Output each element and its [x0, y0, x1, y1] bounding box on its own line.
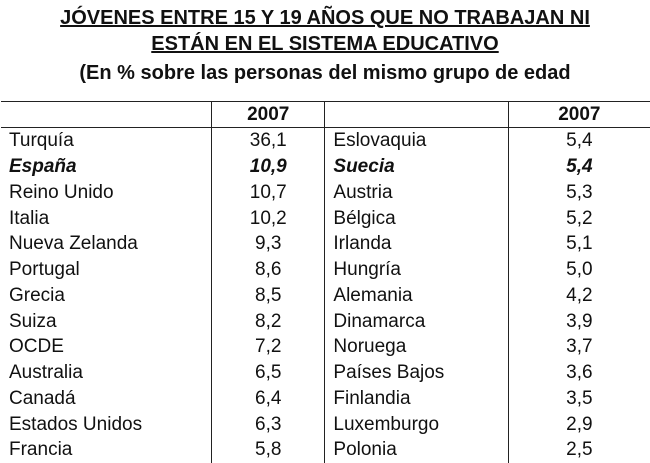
country-right: Hungría	[324, 256, 509, 283]
table-row: Turquía 36,1 Eslovaquia 5,4	[1, 127, 650, 154]
table-body: Turquía 36,1 Eslovaquia 5,4 España 10,9 Suecia…	[1, 127, 650, 463]
country-left: OCDE	[1, 334, 213, 360]
value-right: 3,6	[507, 359, 650, 386]
table-row: Italia 10,2 Bélgica 5,2	[1, 205, 650, 231]
table-header-row: 2007 2007	[1, 101, 650, 128]
table-row: Grecia 8,5 Alemania 4,2	[1, 282, 650, 309]
country-left: Francia	[1, 437, 213, 463]
country-left: Turquía	[1, 127, 213, 154]
value-right: 3,7	[507, 334, 650, 360]
value-left: 8,6	[211, 256, 326, 283]
country-left: Australia	[1, 359, 213, 386]
country-right: Bélgica	[324, 205, 509, 231]
table-row: Portugal 8,6 Hungría 5,0	[1, 256, 650, 283]
country-left: Italia	[1, 205, 213, 231]
value-left: 9,3	[211, 231, 326, 257]
value-left: 10,2	[211, 205, 326, 231]
header-year-right: 2007	[507, 101, 650, 128]
country-left: Reino Unido	[1, 179, 213, 206]
value-left: 10,9	[211, 153, 326, 180]
title-line-2: ESTÁN EN EL SISTEMA EDUCATIVO	[151, 33, 499, 55]
country-left: Canadá	[1, 385, 213, 412]
value-left: 8,5	[211, 282, 326, 309]
country-right: Austria	[324, 179, 509, 206]
value-right: 5,4	[507, 153, 650, 180]
country-left: Nueva Zelanda	[1, 231, 213, 257]
country-right: Irlanda	[324, 231, 509, 257]
country-left: Grecia	[1, 282, 213, 309]
country-right: Noruega	[324, 334, 509, 360]
table-row: Reino Unido 10,7 Austria 5,3	[1, 179, 650, 206]
header-country-right	[324, 101, 509, 128]
value-right: 3,5	[507, 385, 650, 412]
country-right: Dinamarca	[324, 308, 509, 334]
country-left: Estados Unidos	[1, 411, 213, 437]
youth-neet-table: 2007 2007 Turquía 36,1 Eslovaquia 5,4 España…	[1, 101, 650, 463]
country-right: Polonia	[324, 437, 509, 463]
header-year-left: 2007	[211, 101, 326, 128]
value-left: 6,5	[211, 359, 326, 386]
value-left: 10,7	[211, 179, 326, 206]
country-right: Luxemburgo	[324, 411, 509, 437]
country-left: España	[1, 153, 213, 180]
value-right: 5,3	[507, 179, 650, 206]
country-right: Países Bajos	[324, 359, 509, 386]
value-right: 2,9	[507, 411, 650, 437]
header-country-left	[1, 101, 213, 128]
value-right: 5,1	[507, 231, 650, 257]
country-left: Portugal	[1, 256, 213, 283]
table-row: Australia 6,5 Países Bajos 3,6	[1, 359, 650, 386]
table-row: Estados Unidos 6,3 Luxemburgo 2,9	[1, 411, 650, 437]
value-right: 3,9	[507, 308, 650, 334]
value-left: 6,3	[211, 411, 326, 437]
value-right: 2,5	[507, 437, 650, 463]
subtitle: (En % sobre las personas del mismo grupo…	[79, 62, 571, 84]
value-left: 7,2	[211, 334, 326, 360]
value-left: 5,8	[211, 437, 326, 463]
country-right: Eslovaquia	[324, 127, 509, 154]
table-row: Suiza 8,2 Dinamarca 3,9	[1, 308, 650, 334]
table-row: Francia 5,8 Polonia 2,5	[1, 437, 650, 463]
value-right: 5,0	[507, 256, 650, 283]
table-row: Canadá 6,4 Finlandia 3,5	[1, 385, 650, 412]
country-right: Finlandia	[324, 385, 509, 412]
country-right: Alemania	[324, 282, 509, 309]
value-right: 4,2	[507, 282, 650, 309]
value-right: 5,2	[507, 205, 650, 231]
table-row: España 10,9 Suecia 5,4	[1, 153, 650, 180]
country-left: Suiza	[1, 308, 213, 334]
value-left: 8,2	[211, 308, 326, 334]
title-line-1: JÓVENES ENTRE 15 Y 19 AÑOS QUE NO TRABAJ…	[60, 7, 590, 29]
value-left: 36,1	[211, 127, 326, 154]
value-right: 5,4	[507, 127, 650, 154]
value-left: 6,4	[211, 385, 326, 412]
table-row: Nueva Zelanda 9,3 Irlanda 5,1	[1, 231, 650, 257]
country-right: Suecia	[324, 153, 509, 180]
table-row: OCDE 7,2 Noruega 3,7	[1, 334, 650, 360]
